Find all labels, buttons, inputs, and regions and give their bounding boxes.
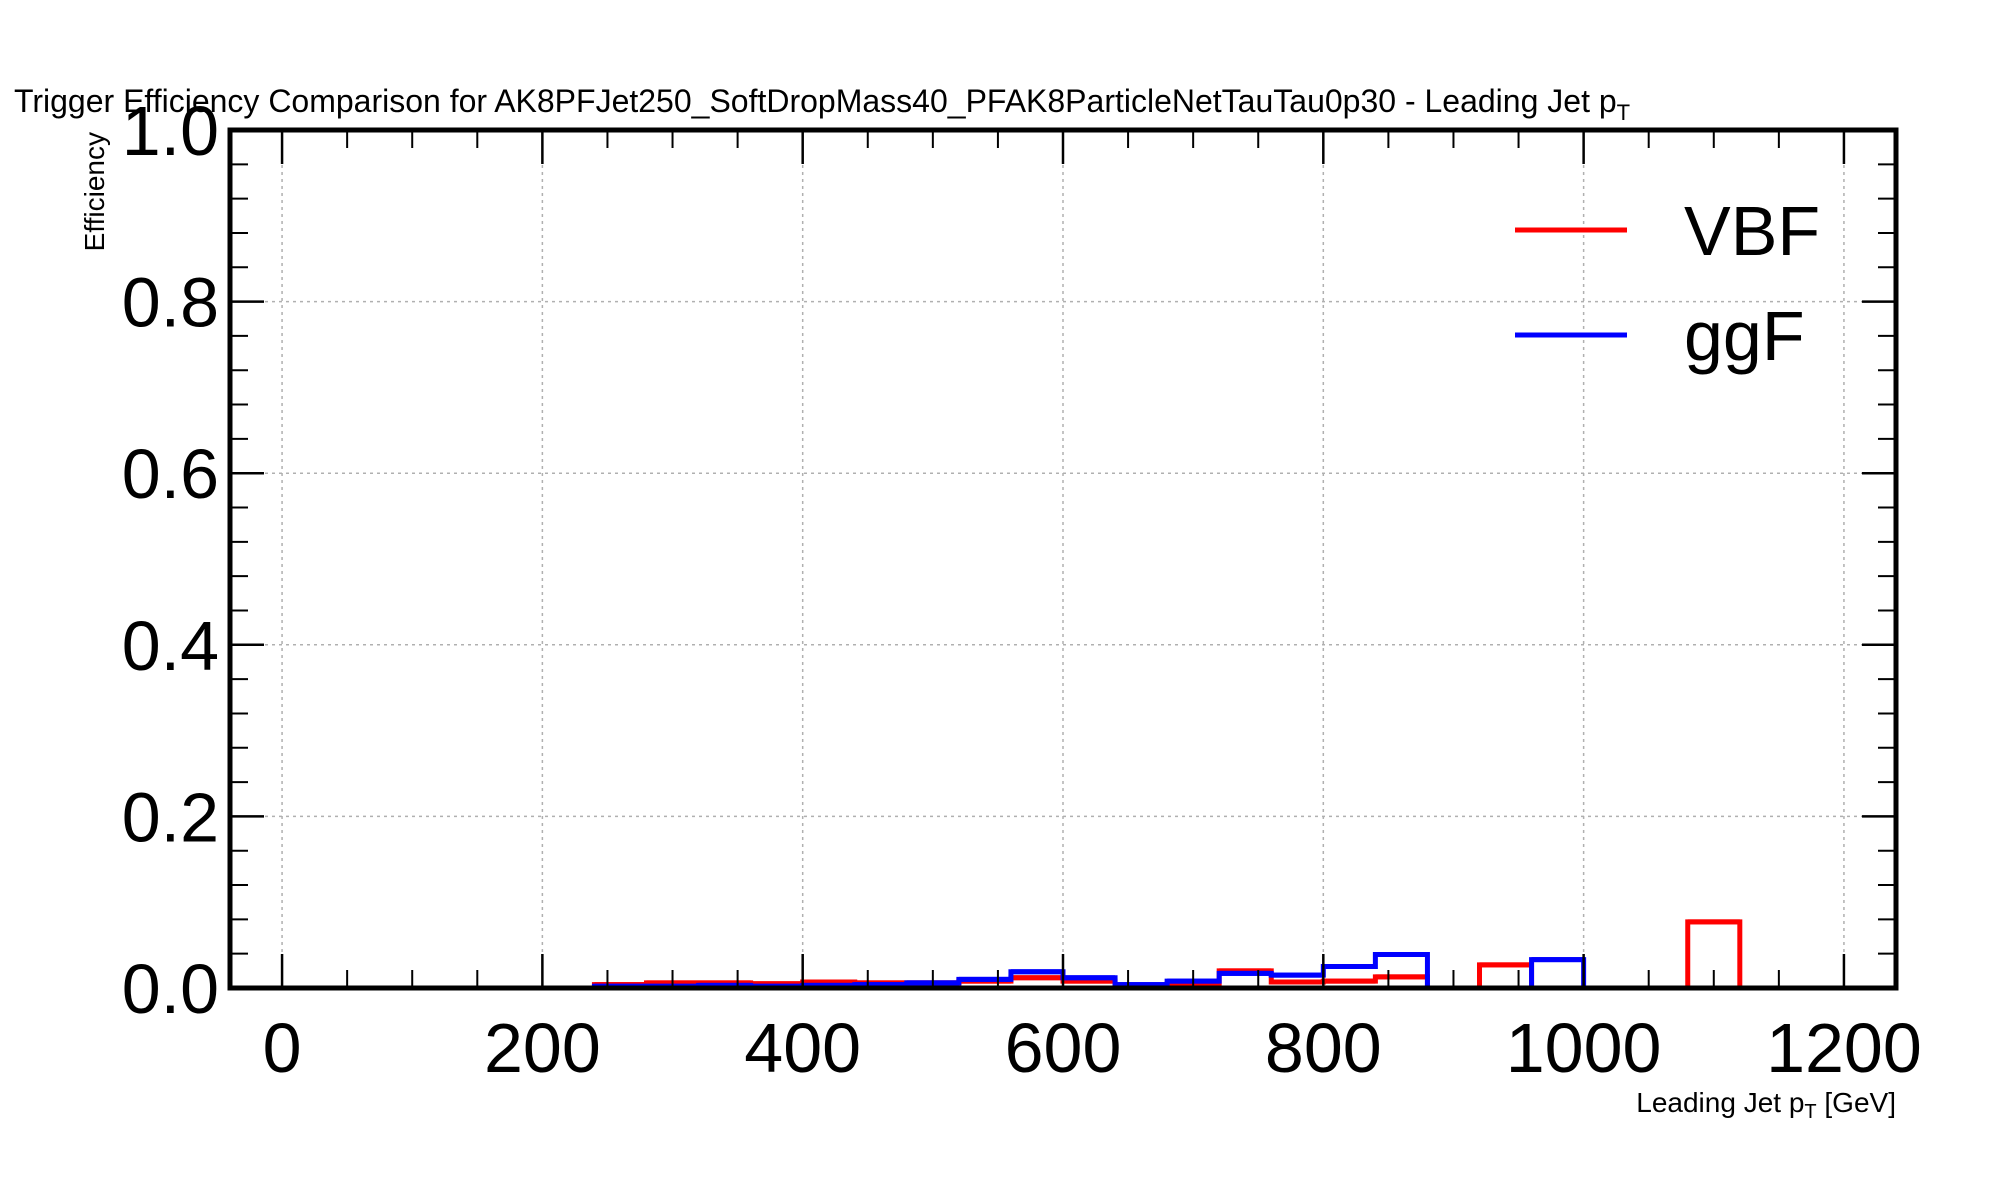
histogram-step-vbf [1480, 965, 1532, 988]
y-tick-label: 0.4 [122, 607, 219, 685]
histogram-step-ggf [1532, 960, 1584, 988]
title-subscript: T [1617, 100, 1630, 125]
x-axis-label: Leading Jet pT [GeV] [1636, 1087, 1896, 1123]
x-tick-label: 1200 [1766, 1009, 1922, 1087]
x-tick-label: 800 [1265, 1009, 1382, 1087]
legend-label-vbf: VBF [1684, 192, 1820, 270]
x-tick-label: 600 [1005, 1009, 1122, 1087]
x-tick-label: 1000 [1506, 1009, 1662, 1087]
series-group [594, 922, 1739, 988]
x-tick-label: 400 [744, 1009, 861, 1087]
legend: VBF ggF [1515, 192, 1820, 375]
y-tick-label: 0.0 [122, 950, 219, 1028]
y-axis-label: Efficiency [79, 132, 110, 251]
y-tick-label: 0.2 [122, 778, 219, 856]
x-tick-label: 0 [263, 1009, 302, 1087]
chart-title: Trigger Efficiency Comparison for AK8PFJ… [14, 83, 1630, 125]
x-axis-label-subscript: T [1804, 1101, 1816, 1123]
series-vbf [594, 922, 1739, 988]
y-tick-label: 0.6 [122, 435, 219, 513]
y-tick-label: 0.8 [122, 264, 219, 342]
legend-label-ggf: ggF [1684, 297, 1805, 375]
grid [230, 130, 1896, 988]
x-tick-label: 200 [484, 1009, 601, 1087]
